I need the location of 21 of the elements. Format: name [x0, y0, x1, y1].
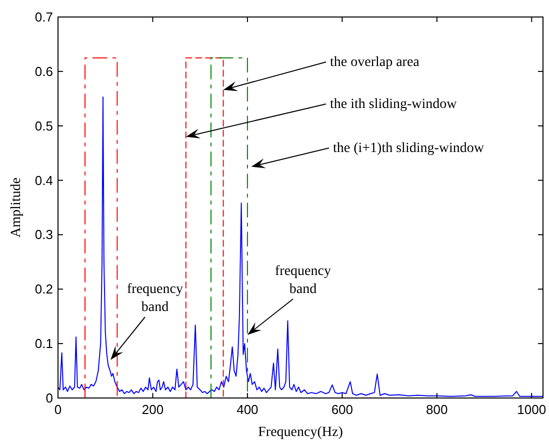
x-tick-label: 800: [426, 402, 448, 417]
y-tick-label: 0.5: [34, 118, 53, 134]
annotation: the (i+1)th sliding-window: [333, 141, 485, 156]
line-series: [58, 96, 544, 397]
annotation: frequency band: [127, 282, 183, 315]
y-tick-label: 0.1: [34, 336, 53, 352]
y-tick-label: 0.6: [34, 64, 53, 79]
y-tick-label: 0: [46, 390, 53, 406]
x-tick-label: 1000: [517, 402, 546, 417]
annotation: the ith sliding-window: [330, 97, 458, 112]
x-axis-title: Frequency(Hz): [258, 425, 344, 440]
y-tick-label: 0.7: [34, 10, 53, 24]
y-tick-label: 0.2: [34, 282, 53, 297]
x-tick-label: 600: [331, 402, 354, 417]
annotation: frequency band: [275, 264, 331, 297]
x-tick-label: 400: [236, 402, 258, 417]
y-tick-label: 0.4: [34, 172, 53, 188]
y-tick-label: 0.3: [34, 227, 53, 242]
annotation: the overlap area: [330, 55, 420, 70]
y-axis-title: Amplitude: [9, 178, 24, 238]
x-tick-label: 200: [142, 402, 164, 417]
